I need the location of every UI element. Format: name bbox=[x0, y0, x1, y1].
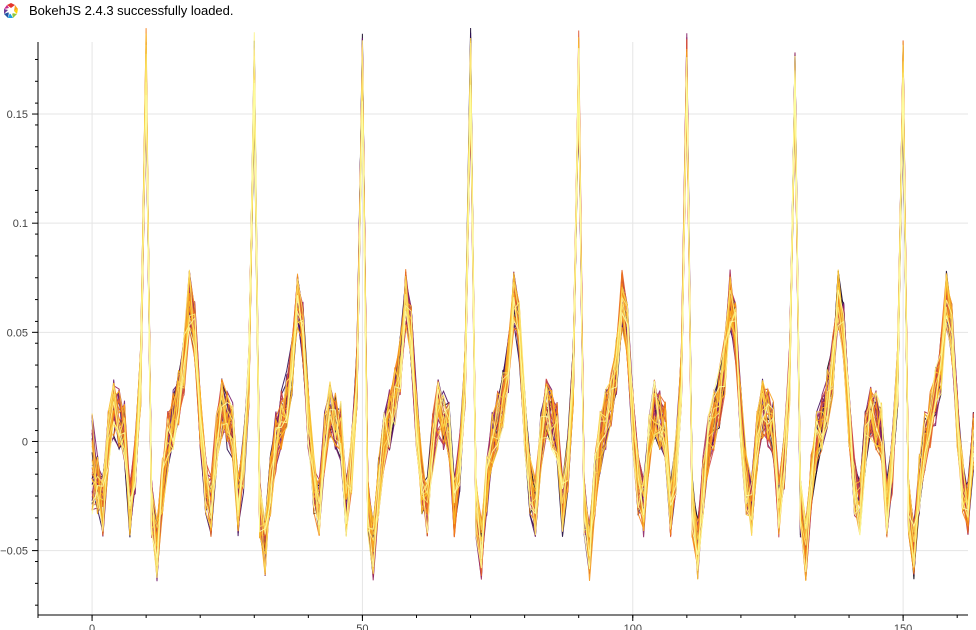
x-tick-label: 150 bbox=[894, 623, 912, 630]
x-tick-label: 50 bbox=[356, 623, 368, 630]
bokeh-load-banner: BokehJS 2.4.3 successfully loaded. bbox=[0, 0, 976, 22]
y-tick-label: 0.05 bbox=[7, 327, 28, 339]
y-tick-label: 0.1 bbox=[13, 218, 28, 230]
y-tick-label: 0.15 bbox=[7, 109, 28, 121]
bokeh-logo-icon bbox=[4, 3, 18, 18]
x-tick-label: 0 bbox=[89, 623, 95, 630]
axes: −0.05 0 0.05 0.1 0.15 0 50 100 150 bbox=[0, 42, 968, 630]
series-line-40 bbox=[91, 48, 974, 573]
banner-text: BokehJS 2.4.3 successfully loaded. bbox=[29, 3, 234, 18]
y-tick-label: −0.05 bbox=[0, 546, 28, 558]
y-tick-label: 0 bbox=[22, 436, 28, 448]
series-lines bbox=[91, 27, 974, 582]
grid-lines bbox=[38, 42, 968, 615]
x-tick-label: 100 bbox=[624, 623, 642, 630]
